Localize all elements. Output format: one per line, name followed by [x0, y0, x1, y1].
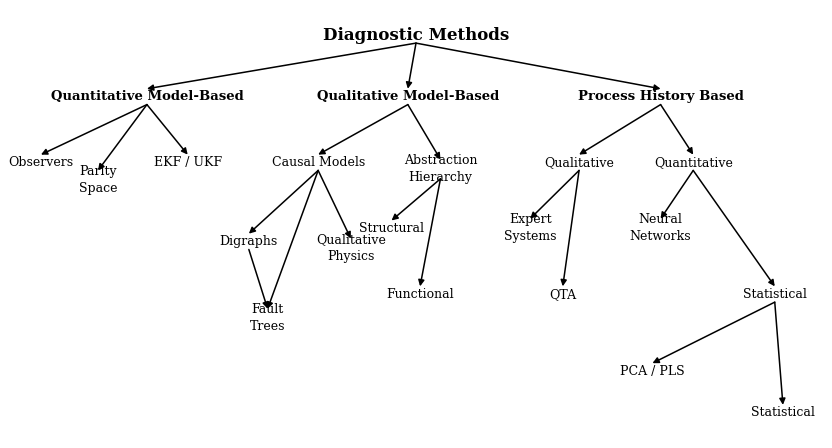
Text: Diagnostic Methods: Diagnostic Methods [323, 27, 509, 44]
Text: Fault
Trees: Fault Trees [250, 303, 285, 333]
Text: Digraphs: Digraphs [220, 235, 278, 248]
Text: EKF / UKF: EKF / UKF [154, 156, 222, 169]
Text: Qualitative
Physics: Qualitative Physics [316, 233, 386, 263]
Text: Process History Based: Process History Based [577, 90, 744, 103]
Text: QTA: QTA [549, 288, 577, 301]
Text: Functional: Functional [386, 288, 454, 301]
Text: Observers: Observers [8, 156, 73, 169]
Text: Neural
Networks: Neural Networks [630, 213, 691, 243]
Text: Statistical: Statistical [751, 406, 815, 419]
Text: Qualitative Model-Based: Qualitative Model-Based [317, 90, 499, 103]
Text: Quantitative Model-Based: Quantitative Model-Based [51, 90, 243, 103]
Text: Abstraction
Hierarchy: Abstraction Hierarchy [404, 154, 478, 184]
Text: Statistical: Statistical [743, 288, 807, 301]
Text: Structural: Structural [359, 222, 424, 235]
Text: Qualitative: Qualitative [544, 156, 614, 169]
Text: Causal Models: Causal Models [271, 156, 364, 169]
Text: PCA / PLS: PCA / PLS [620, 365, 685, 378]
Text: Parity
Space: Parity Space [79, 165, 117, 195]
Text: Quantitative: Quantitative [654, 156, 733, 169]
Text: Expert
Systems: Expert Systems [504, 213, 557, 243]
